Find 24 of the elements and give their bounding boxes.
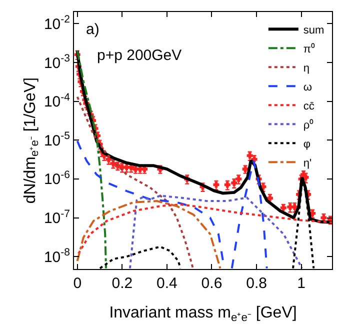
- y-tick-label: 10$^{-4}$: [44, 91, 70, 111]
- x-tick-label: 0.4: [156, 275, 178, 292]
- legend-label: η': [303, 157, 312, 170]
- y-tick-label: 10$^{-3}$: [44, 52, 70, 72]
- x-axis-title: Invariant mass m$_{e⁺e⁻}$ [GeV]: [109, 304, 297, 324]
- legend-label: η: [303, 62, 310, 74]
- legend-label: ω: [303, 81, 312, 94]
- legend-label: ρ⁰: [303, 118, 314, 132]
- x-tick-label: 0: [73, 275, 82, 292]
- y-tick-label: 10$^{-8}$: [44, 246, 70, 266]
- x-tick-label: 0.8: [246, 275, 267, 292]
- y-tick-label: 10$^{-7}$: [44, 208, 70, 228]
- legend-label: π⁰: [303, 42, 316, 56]
- legend-label: cc̄: [303, 100, 315, 112]
- x-tick-label: 0.6: [201, 275, 222, 292]
- y-tick-label: 10$^{-5}$: [44, 130, 70, 150]
- legend-label: sum: [303, 24, 324, 36]
- x-tick-label: 0.2: [112, 275, 133, 292]
- legend-label: φ: [303, 138, 311, 150]
- y-tick-label: 10$^{-6}$: [44, 168, 70, 188]
- x-tick-label: 1: [297, 275, 306, 292]
- annotation: a): [86, 21, 100, 38]
- annotation: p+p 200GeV: [97, 47, 182, 64]
- y-tick-label: 10$^{-2}$: [44, 14, 70, 33]
